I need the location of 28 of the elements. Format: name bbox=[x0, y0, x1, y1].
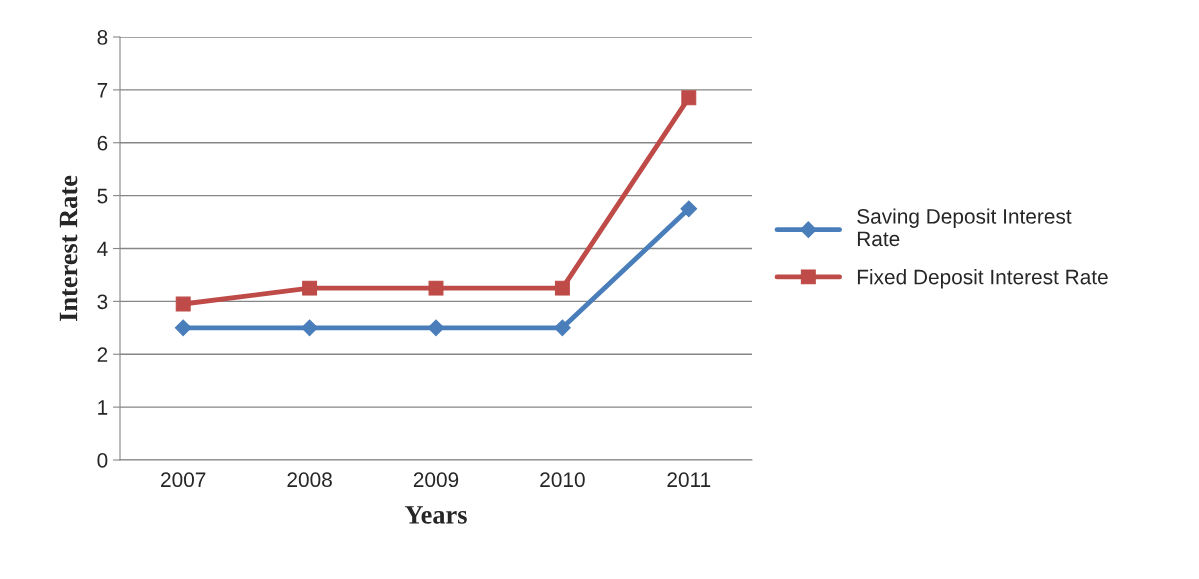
legend-label: Saving Deposit Interest Rate bbox=[857, 208, 1072, 247]
y-tick-label: 1 bbox=[98, 400, 108, 415]
point bbox=[680, 200, 698, 218]
y-tick-label: 7 bbox=[97, 83, 108, 98]
y-tick-label: 0 bbox=[97, 453, 108, 468]
point bbox=[427, 319, 445, 337]
y-tick-label: 2 bbox=[97, 347, 108, 362]
y-tick-label: 8 bbox=[97, 30, 108, 45]
point bbox=[174, 319, 192, 337]
point bbox=[302, 280, 318, 296]
y-tick-label: 5 bbox=[97, 188, 108, 204]
y-tick-label: 3 bbox=[97, 294, 108, 310]
point bbox=[301, 319, 318, 337]
y-tick-label: 4 bbox=[97, 241, 108, 257]
point bbox=[681, 90, 697, 106]
x-tick-label: 2010 bbox=[540, 472, 585, 488]
x-tick-label: 2011 bbox=[667, 472, 711, 488]
x-tick-label: 2008 bbox=[287, 472, 332, 488]
point bbox=[175, 296, 191, 312]
x-axis-title: Years bbox=[404, 506, 467, 524]
legend-label: Fixed Deposit Interest Rate bbox=[857, 269, 1108, 289]
point bbox=[428, 280, 444, 296]
point bbox=[554, 319, 571, 337]
y-axis-title: Interest Rate bbox=[59, 175, 78, 322]
y-tick-label: 6 bbox=[97, 135, 108, 151]
x-tick-label: 2009 bbox=[413, 472, 459, 488]
point bbox=[554, 280, 570, 296]
x-tick-label: 2007 bbox=[161, 472, 206, 488]
